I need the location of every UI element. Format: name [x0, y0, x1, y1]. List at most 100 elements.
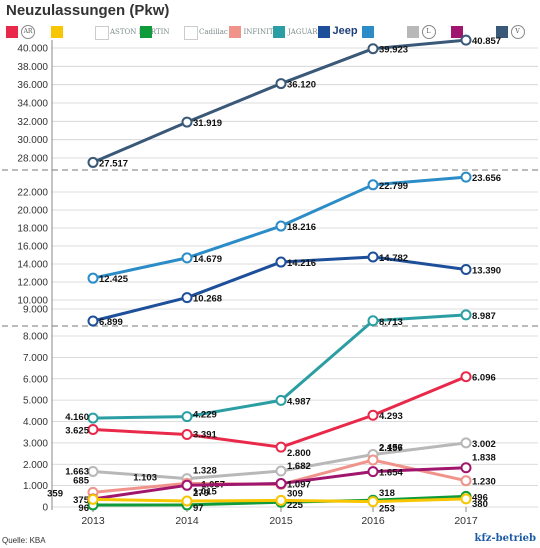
legend-swatch-maserati [451, 26, 463, 38]
y-tick-label: 36.000 [17, 80, 48, 91]
jeep-logo-icon: Jeep [332, 25, 358, 37]
data-point-maserati [181, 479, 193, 491]
data-point-maserati [275, 478, 287, 490]
data-point-alfa-romeo [275, 441, 287, 453]
data-label-infiniti: 1.230 [472, 477, 496, 488]
infiniti-logo-icon: INFINITI [243, 28, 277, 36]
data-label-volvo: 36.120 [287, 80, 316, 91]
data-label-alfa-romeo: 2.800 [287, 448, 311, 459]
data-label-chevrolet: 359 [47, 488, 63, 499]
data-point-volvo [275, 78, 287, 90]
volvo-logo-icon: V [510, 25, 525, 39]
x-tick-label: 2015 [269, 515, 293, 527]
legend-swatch-volvo [495, 26, 508, 38]
data-label-volvo: 40.857 [472, 36, 501, 47]
jaguar-logo-icon: JAGUAR [288, 28, 318, 36]
data-point-land-rover [87, 272, 99, 284]
y-tick-label: 4.000 [23, 417, 48, 428]
data-label-lexus: 2.456 [379, 443, 403, 454]
data-label-subaru: 318 [379, 488, 395, 499]
data-point-infiniti [367, 454, 379, 466]
data-label-land-rover: 23.656 [472, 173, 501, 184]
data-label-lexus: 1.663 [65, 466, 89, 477]
data-label-alfa-romeo: 6.096 [472, 373, 496, 384]
data-point-chevrolet [87, 493, 99, 505]
y-tick-label: 34.000 [17, 99, 48, 110]
data-point-jaguar [367, 315, 379, 327]
axis-break-band [0, 322, 540, 330]
data-label-jaguar: 8.713 [379, 317, 403, 328]
data-label-infiniti: 2.197 [379, 443, 403, 454]
y-tick-label: 5.000 [23, 396, 48, 407]
y-tick-label: 32.000 [17, 117, 48, 128]
data-point-jaguar [460, 309, 472, 321]
y-tick-label: 14.000 [17, 260, 48, 271]
data-point-maserati [367, 466, 379, 478]
data-point-lexus [460, 437, 472, 449]
data-point-volvo [367, 43, 379, 55]
y-tick-label: 3.000 [23, 438, 48, 449]
legend-swatch-infiniti [228, 26, 241, 38]
data-point-maserati [460, 462, 472, 474]
data-label-jeep: 14.782 [379, 253, 408, 264]
cadillac-logo-icon: Cadillac [199, 28, 228, 36]
y-tick-label: 12.000 [17, 278, 48, 289]
data-label-volvo: 31.919 [193, 118, 222, 129]
data-label-subaru: 225 [287, 500, 304, 511]
series-line-volvo [92, 38, 467, 164]
axis-break-band [0, 166, 540, 174]
data-point-jaguar [181, 411, 193, 423]
data-point-lexus [275, 465, 287, 477]
legend-swatch-land-rover [362, 26, 374, 38]
data-point-alfa-romeo [367, 409, 379, 421]
source-note: Quelle: KBA [2, 536, 46, 545]
data-point-jeep [460, 263, 472, 275]
data-label-volvo: 39.923 [379, 45, 408, 56]
y-tick-label: 18.000 [17, 224, 48, 235]
data-label-maserati: 1.838 [472, 453, 496, 464]
y-tick-label: 40.000 [17, 44, 48, 55]
legend-swatch-jeep [317, 26, 330, 38]
data-label-chevrolet: 380 [472, 499, 488, 510]
data-label-lexus: 1.328 [193, 466, 217, 477]
data-point-land-rover [460, 171, 472, 183]
y-tick-label: 8.000 [23, 332, 48, 343]
legend-swatch-subaru [139, 26, 152, 38]
data-point-jeep [275, 256, 287, 268]
data-label-lexus: 1.682 [287, 461, 311, 472]
data-label-jeep: 13.390 [472, 265, 501, 276]
chart-title: Neuzulassungen (Pkw) [6, 2, 170, 19]
data-label-jaguar: 8.987 [472, 311, 496, 322]
y-tick-label: 28.000 [17, 154, 48, 165]
data-label-jaguar: 4.229 [193, 410, 217, 421]
data-label-jeep: 10.268 [193, 294, 222, 305]
lexus-logo-icon: L [421, 25, 436, 39]
data-point-jeep [181, 292, 193, 304]
legend-swatch-alfa-romeo [6, 26, 18, 38]
data-point-jeep [87, 315, 99, 327]
x-tick-label: 2017 [454, 515, 478, 527]
data-point-land-rover [275, 220, 287, 232]
data-label-jeep: 6.899 [99, 317, 123, 328]
data-label-subaru: 96 [78, 503, 89, 514]
series-line-alfa-romeo [92, 375, 467, 449]
data-point-volvo [460, 34, 472, 46]
data-label-alfa-romeo: 3.391 [193, 430, 217, 441]
data-label-land-rover: 18.216 [287, 222, 316, 233]
data-point-chevrolet [181, 495, 193, 507]
data-label-jaguar: 4.160 [65, 412, 89, 423]
legend-swatch-lexus [406, 26, 419, 38]
data-label-lexus: 3.002 [472, 439, 496, 450]
data-label-maserati: 375 [73, 495, 90, 506]
y-tick-label: 16.000 [17, 242, 48, 253]
data-point-land-rover [367, 179, 379, 191]
y-tick-label: 6.000 [23, 374, 48, 385]
data-label-alfa-romeo: 3.625 [65, 426, 89, 437]
data-point-alfa-romeo [87, 424, 99, 436]
data-label-maserati: 1.654 [379, 468, 403, 479]
y-tick-label: 22.000 [17, 188, 48, 199]
legend-swatch-chevrolet [50, 26, 63, 38]
y-tick-label: 0 [42, 503, 48, 514]
alfa-romeo-logo-icon: AR [21, 25, 35, 39]
y-tick-label: 9.000 [23, 305, 48, 316]
